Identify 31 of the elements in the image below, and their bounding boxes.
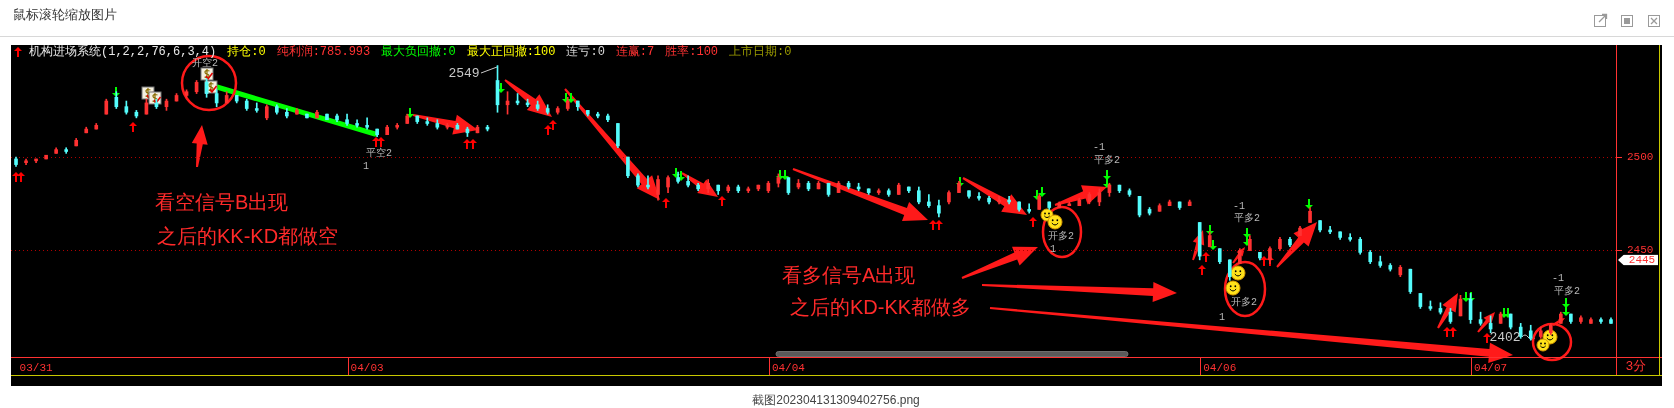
annotation: 之后的KD-KK都做多 [790,296,972,318]
x-tick-label: 04/03 [350,361,384,374]
annotation: 开多2 [1230,297,1258,308]
annotation: 平空2 [365,148,393,159]
annotation: -1 [1092,142,1106,153]
x-axis-title: 3分 [1625,358,1647,374]
annotation: 2402 [1489,329,1521,345]
annotation: -1 [1232,201,1246,212]
text: 鼠标滚轮缩放图片 [13,6,117,22]
annotation: 开空2 [192,58,219,69]
annotation: 之后的KK-KD都做空 [157,225,339,247]
text: 截图202304131309402756.png [752,393,920,407]
annotation: 平多2 [1233,213,1261,224]
annotation: 看空信号B出现 [155,191,289,213]
x-tick-label: 04/04 [771,361,806,374]
annotation: 看多信号A出现 [782,264,916,286]
x-tick-label: 04/07 [1474,361,1508,374]
annotation: 平多2 [1553,286,1581,297]
annotation: 平多2 [1093,155,1121,166]
annotation: 2549 [448,65,480,81]
annotation: -1 [1551,273,1565,284]
x-tick-label: 03/31 [19,361,53,374]
annotation: 1 [362,161,370,172]
chart-subtitle: 持仓:0 纯利润:785.993 最大负回撤:0 最大正回撤:100 连亏:0 连赢:7 胜率:100 上市日期:0 [227,45,792,59]
y-tick-label: 2500 [1627,151,1654,163]
chart-title: 机构进场系统(1,2,2,76,6,3,4) [29,45,217,59]
annotation: 1 [1049,244,1057,255]
annotation: 1 [1218,312,1226,323]
annotation: 开多2 [1047,231,1075,242]
x-tick-label: 04/06 [1203,361,1237,374]
text: 2445 [1618,253,1658,266]
